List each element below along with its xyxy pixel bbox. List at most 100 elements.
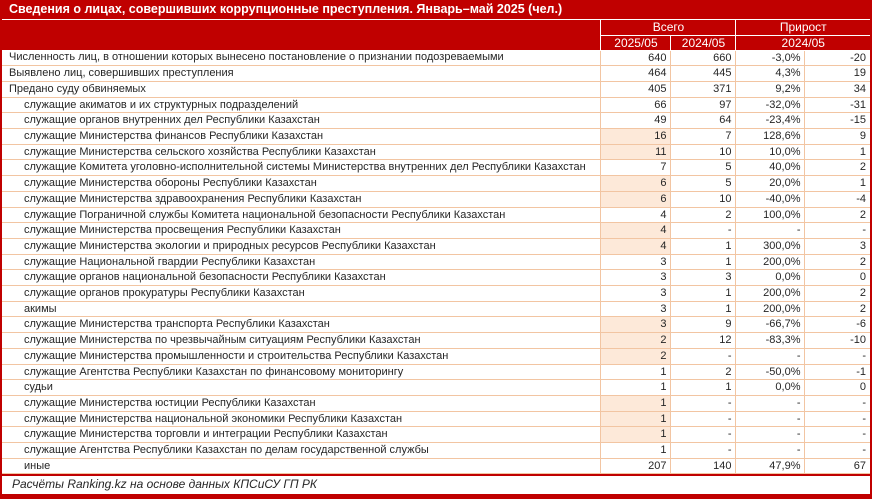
value-2024: -	[670, 442, 737, 459]
growth-abs: -10	[804, 332, 870, 349]
value-2024: 1	[670, 379, 737, 396]
table-row: служащие Комитета уголовно-исполнительно…	[2, 159, 870, 177]
growth-abs: 2	[804, 301, 870, 318]
growth-pct: -	[735, 222, 806, 239]
table-row: служащие Министерства по чрезвычайным си…	[2, 332, 870, 349]
row-label: служащие Национальной гвардии Республики…	[2, 254, 602, 271]
growth-pct: 20,0%	[735, 175, 806, 192]
value-2024: -	[670, 348, 737, 365]
value-2025: 464	[600, 65, 672, 82]
table-row: Численность лиц, в отношении которых вын…	[2, 50, 870, 67]
value-2025: 6	[600, 191, 672, 208]
table-row: служащие Министерства торговли и интегра…	[2, 426, 870, 444]
value-2025: 49	[600, 112, 672, 130]
growth-abs: -20	[804, 50, 870, 67]
source-note: Расчёты Ranking.kz на основе данных КПСи…	[2, 474, 870, 493]
value-2025: 640	[600, 50, 672, 67]
row-label: Численность лиц, в отношении которых вын…	[2, 50, 602, 67]
growth-pct: 200,0%	[735, 301, 806, 318]
table-row: Предано суду обвиняемых 405 371 9,2% 34	[2, 81, 870, 98]
row-label: служащие Министерства торговли и интегра…	[2, 426, 602, 444]
growth-abs: -4	[804, 191, 870, 208]
row-label: служащие Агентства Республики Казахстан …	[2, 364, 602, 381]
growth-pct: 9,2%	[735, 81, 806, 98]
value-2024: 371	[670, 81, 737, 98]
value-2025: 1	[600, 411, 672, 428]
row-label: служащие Министерства национальной эконо…	[2, 411, 602, 428]
growth-pct: -66,7%	[735, 316, 806, 334]
value-2025: 6	[600, 175, 672, 192]
table-row: служащие Министерства сельского хозяйств…	[2, 144, 870, 161]
value-2025: 207	[600, 458, 672, 475]
growth-pct: 40,0%	[735, 159, 806, 177]
table-row: служащие Пограничной службы Комитета нац…	[2, 207, 870, 224]
growth-abs: -	[804, 395, 870, 412]
row-label: судьи	[2, 379, 602, 396]
table-row: служащие Министерства просвещения Респуб…	[2, 222, 870, 239]
value-2025: 7	[600, 159, 672, 177]
row-label: служащие Министерства просвещения Респуб…	[2, 222, 602, 239]
growth-abs: 3	[804, 238, 870, 255]
table-row: служащие Министерства обороны Республики…	[2, 175, 870, 192]
growth-abs: 2	[804, 285, 870, 302]
value-2025: 16	[600, 128, 672, 145]
growth-abs: -	[804, 426, 870, 444]
row-label: Предано суду обвиняемых	[2, 81, 602, 98]
value-2025: 66	[600, 97, 672, 114]
growth-abs: -31	[804, 97, 870, 114]
header-group-total: Всего	[600, 20, 737, 36]
value-2025: 4	[600, 222, 672, 239]
value-2024: 1	[670, 238, 737, 255]
value-2024: 5	[670, 175, 737, 192]
row-label: служащие Комитета уголовно-исполнительно…	[2, 159, 602, 177]
growth-pct: 200,0%	[735, 285, 806, 302]
growth-abs: 2	[804, 254, 870, 271]
header-sub-row: 2025/05 2024/05 2024/05	[2, 35, 870, 51]
value-2024: -	[670, 426, 737, 444]
value-2024: 5	[670, 159, 737, 177]
table-row: служащие Министерства национальной эконо…	[2, 411, 870, 428]
growth-abs: 1	[804, 144, 870, 161]
growth-pct: 100,0%	[735, 207, 806, 224]
table-row: служащие Министерства финансов Республик…	[2, 128, 870, 145]
growth-pct: 47,9%	[735, 458, 806, 475]
header-label-cell	[2, 20, 602, 50]
row-label: служащие Министерства финансов Республик…	[2, 128, 602, 145]
value-2024: 64	[670, 112, 737, 130]
value-2025: 405	[600, 81, 672, 98]
value-2024: 140	[670, 458, 737, 475]
value-2025: 11	[600, 144, 672, 161]
growth-pct: -	[735, 411, 806, 428]
row-label: Выявлено лиц, совершивших преступления	[2, 65, 602, 82]
growth-pct: -23,4%	[735, 112, 806, 130]
row-label: акимы	[2, 301, 602, 318]
table-row: служащие Министерства юстиции Республики…	[2, 395, 870, 412]
growth-abs: -	[804, 442, 870, 459]
statistics-table: Всего Прирост 2025/05 2024/05 2024/05 Чи…	[2, 20, 870, 475]
table-row: судьи 1 1 0,0% 0	[2, 379, 870, 396]
value-2024: -	[670, 395, 737, 412]
growth-pct: -32,0%	[735, 97, 806, 114]
header-col-2025: 2025/05	[600, 35, 672, 51]
row-label: служащие Министерства юстиции Республики…	[2, 395, 602, 412]
value-2025: 1	[600, 442, 672, 459]
table-row: служащие Агентства Республики Казахстан …	[2, 364, 870, 381]
row-label: служащие Агентства Республики Казахстан …	[2, 442, 602, 459]
growth-abs: -15	[804, 112, 870, 130]
growth-abs: 67	[804, 458, 870, 475]
growth-abs: 19	[804, 65, 870, 82]
table-row: служащие органов прокуратуры Республики …	[2, 285, 870, 302]
header-col-2024: 2024/05	[670, 35, 737, 51]
value-2024: 10	[670, 144, 737, 161]
growth-abs: 0	[804, 379, 870, 396]
growth-pct: -	[735, 348, 806, 365]
growth-pct: 128,6%	[735, 128, 806, 145]
value-2025: 4	[600, 238, 672, 255]
value-2024: -	[670, 222, 737, 239]
growth-abs: 9	[804, 128, 870, 145]
header-group-growth: Прирост	[735, 20, 870, 36]
row-label: служащие Министерства здравоохранения Ре…	[2, 191, 602, 208]
value-2024: 2	[670, 207, 737, 224]
growth-abs: -	[804, 411, 870, 428]
